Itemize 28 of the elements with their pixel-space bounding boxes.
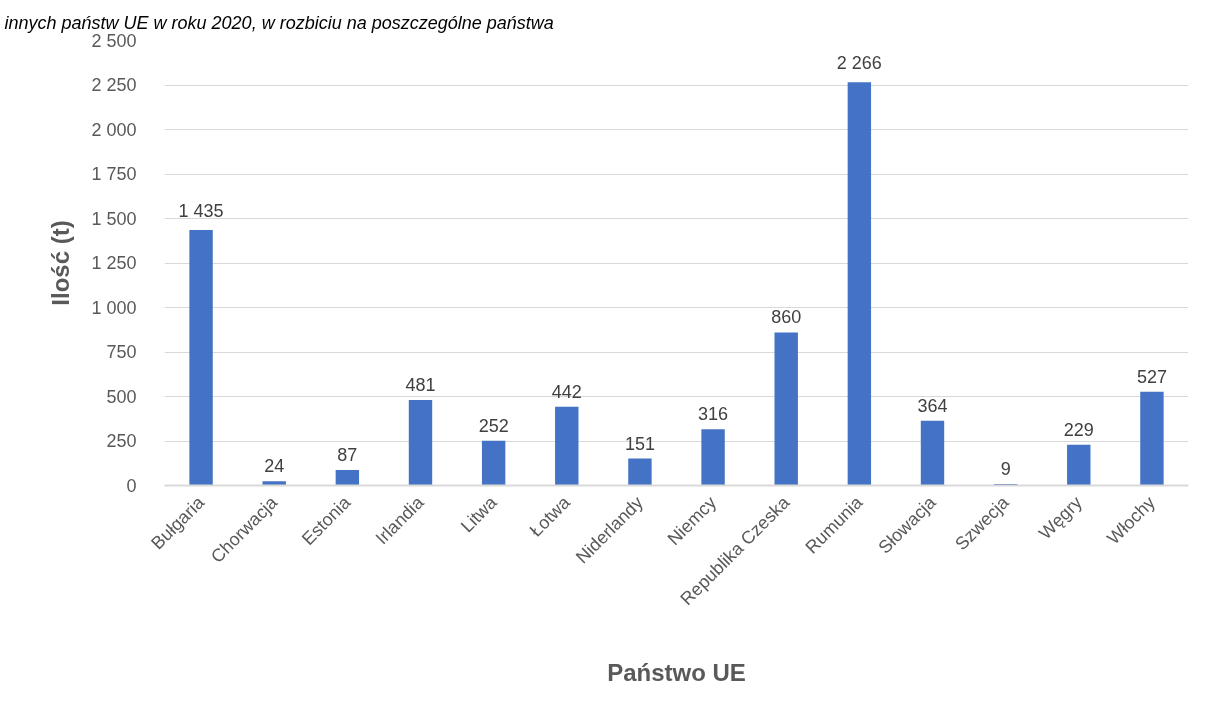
data-label: 229 bbox=[1063, 419, 1094, 440]
y-axis-title: Ilość (t) bbox=[47, 220, 75, 306]
data-label: 442 bbox=[551, 381, 582, 402]
x-axis-title: Państwo UE bbox=[607, 659, 746, 687]
data-label: 1 435 bbox=[178, 201, 224, 222]
y-tick-label: 2 000 bbox=[91, 119, 137, 140]
data-label: 527 bbox=[1136, 366, 1167, 387]
data-label: 24 bbox=[264, 456, 285, 477]
y-tick-label: 750 bbox=[106, 342, 137, 362]
y-tick-label: 500 bbox=[106, 386, 137, 407]
y-tick-label: 250 bbox=[106, 431, 137, 451]
data-label: 151 bbox=[624, 433, 655, 454]
data-label: 481 bbox=[405, 374, 436, 395]
data-label: 860 bbox=[771, 307, 802, 328]
y-tick-label: 1 500 bbox=[91, 208, 137, 229]
y-tick-label: 2 250 bbox=[91, 75, 137, 95]
y-tick-label: 1 000 bbox=[91, 297, 137, 318]
y-tick-label: 2 500 bbox=[91, 30, 137, 51]
chart-title: innych państw UE w roku 2020, w rozbiciu na poszczególne państwa bbox=[4, 12, 554, 33]
data-label: 2 266 bbox=[836, 53, 882, 74]
data-label: 87 bbox=[337, 445, 358, 466]
y-tick-label: 1 750 bbox=[91, 164, 137, 184]
y-tick-label: 0 bbox=[126, 475, 137, 496]
y-tick-label: 1 250 bbox=[91, 253, 137, 273]
data-label: 316 bbox=[698, 404, 729, 425]
data-label: 252 bbox=[478, 415, 509, 436]
data-label: 364 bbox=[917, 395, 948, 416]
data-label: 9 bbox=[1000, 458, 1011, 479]
